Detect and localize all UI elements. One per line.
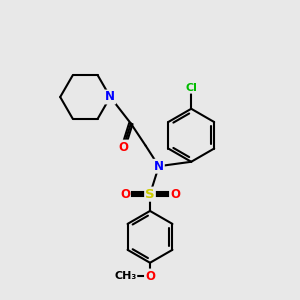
- Text: CH₃: CH₃: [114, 271, 137, 281]
- Text: N: N: [154, 160, 164, 173]
- Text: S: S: [145, 188, 155, 201]
- Text: Cl: Cl: [185, 82, 197, 93]
- Text: N: N: [105, 91, 115, 103]
- Text: O: O: [120, 188, 130, 201]
- Text: O: O: [170, 188, 180, 201]
- Text: O: O: [145, 269, 155, 283]
- Text: O: O: [118, 141, 128, 154]
